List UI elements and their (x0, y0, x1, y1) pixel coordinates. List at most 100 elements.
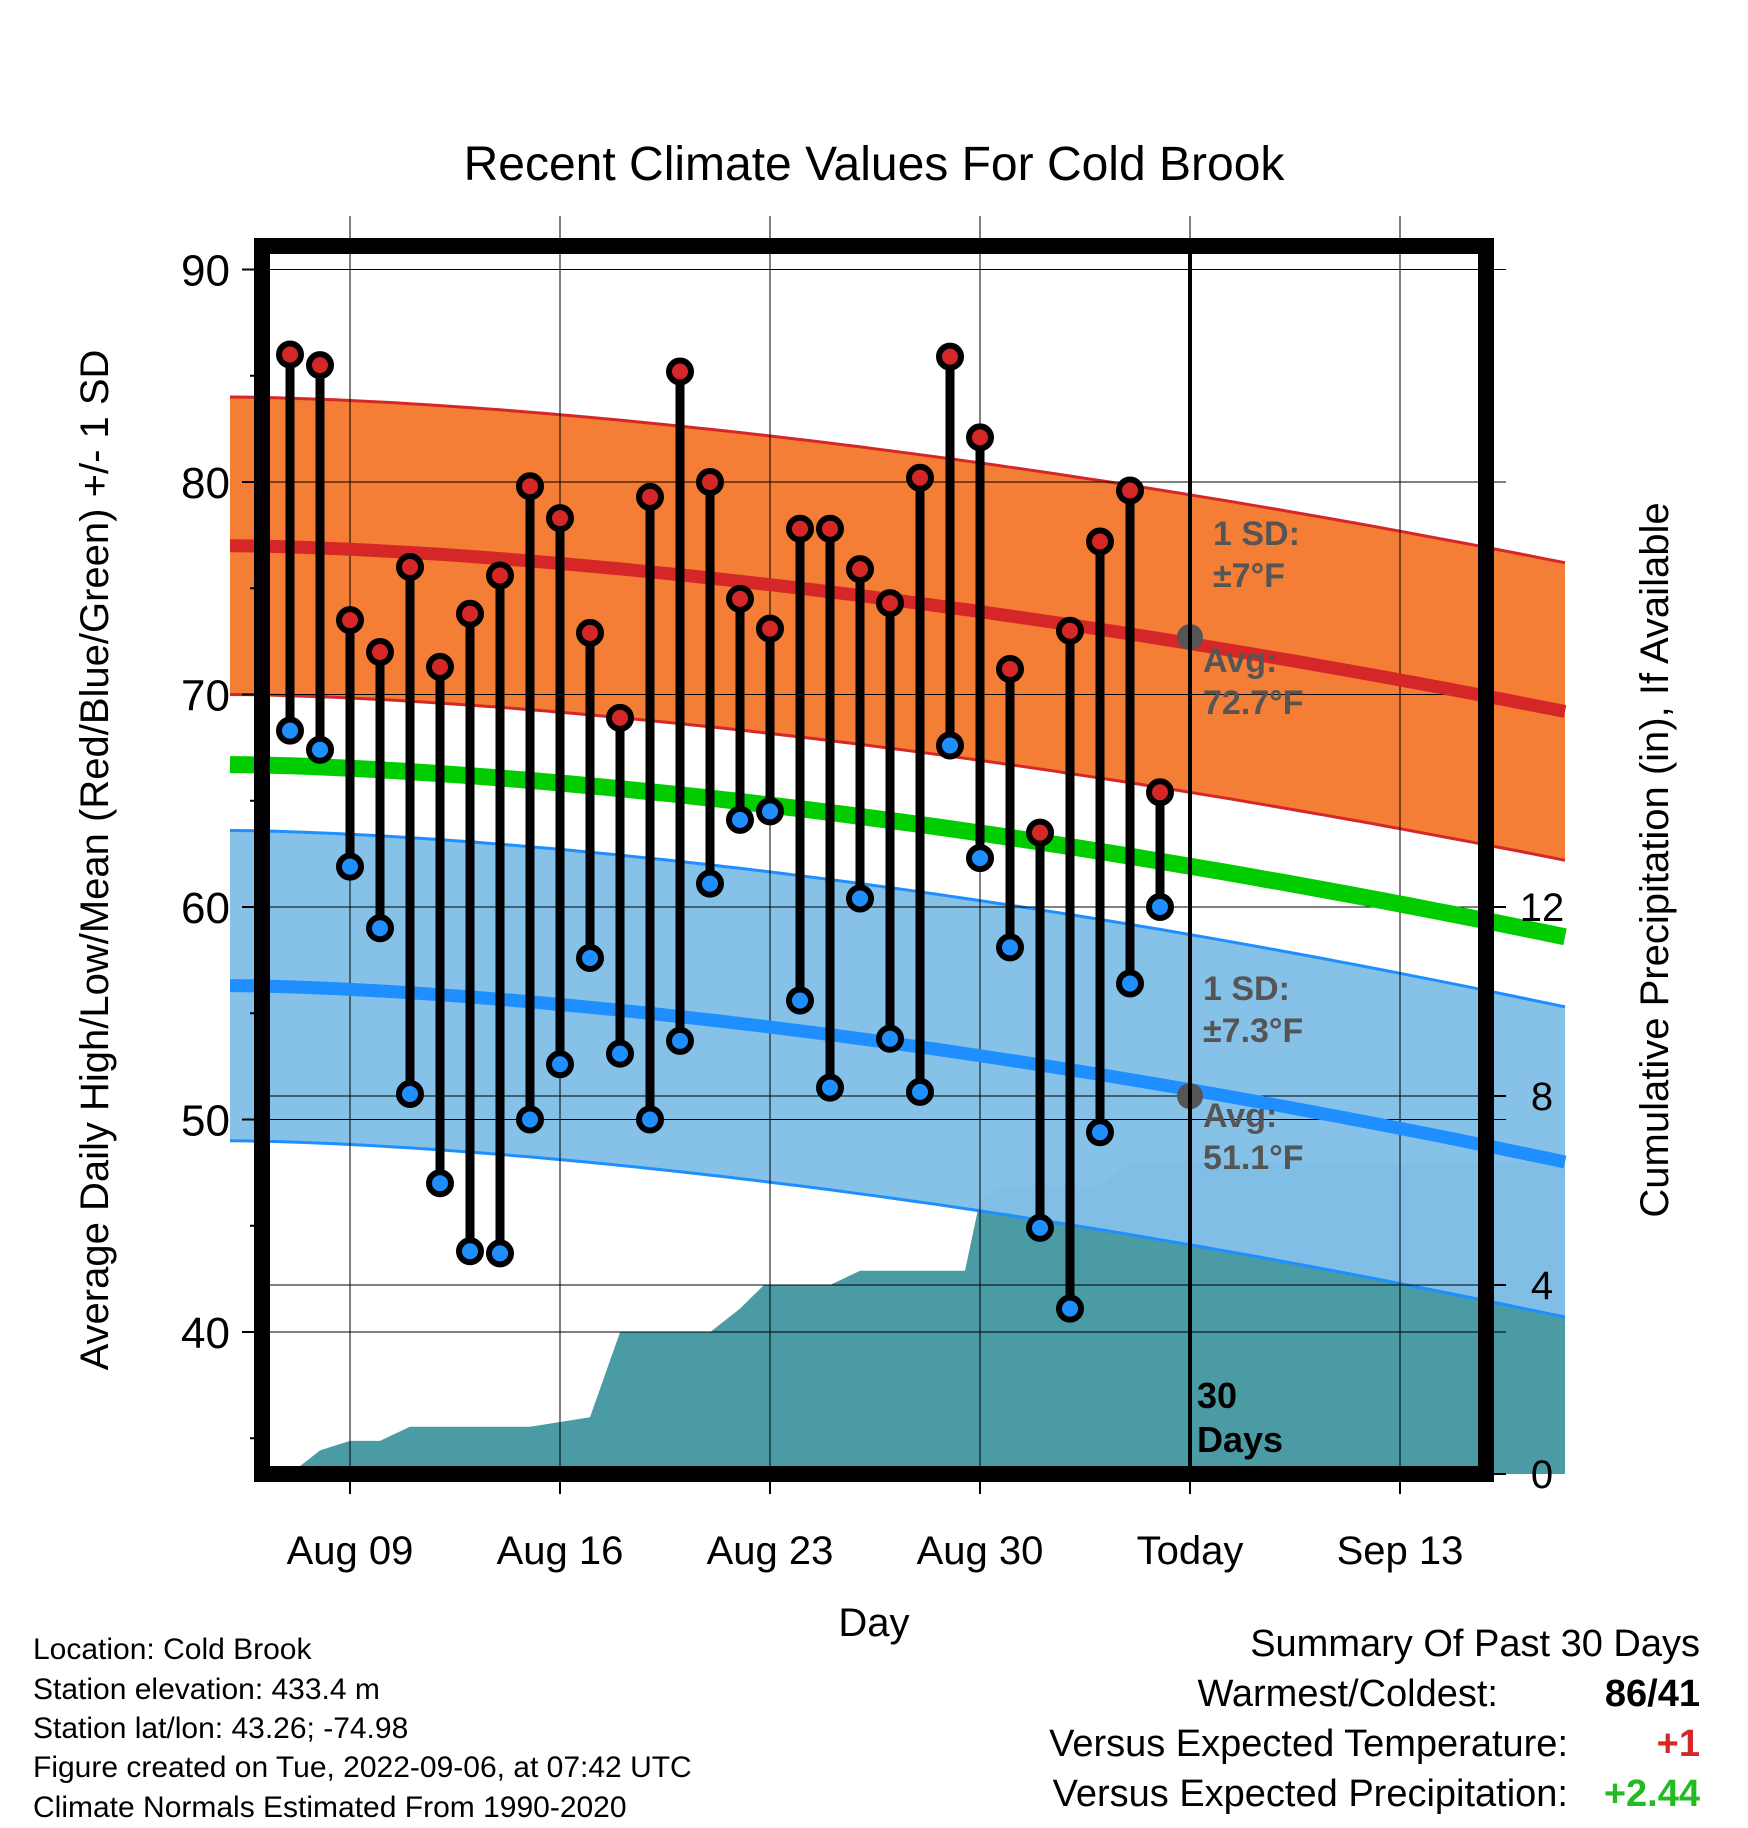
y-tick-label: 90 (181, 247, 230, 296)
summary-vs-temp-label: Versus Expected Temperature: (1049, 1723, 1568, 1765)
daily-high-point (396, 553, 424, 581)
daily-low-point (726, 805, 754, 834)
daily-high-point (786, 514, 814, 543)
period-label-number: 30 (1197, 1375, 1237, 1416)
x-tick-label: Sep 13 (1337, 1529, 1464, 1573)
low-sd-label: 1 SD: (1203, 970, 1290, 1008)
daily-low-point (996, 933, 1024, 962)
daily-high-point (636, 482, 664, 511)
daily-low-point (486, 1239, 514, 1268)
daily-low-point (966, 844, 994, 873)
daily-high-point (336, 606, 364, 635)
x-tick-label: Aug 16 (497, 1529, 624, 1573)
daily-low-point (906, 1077, 934, 1106)
x-axis-label: Day (838, 1601, 909, 1645)
low-sd-value: ±7.3°F (1203, 1012, 1303, 1050)
y-tick-label: 80 (181, 459, 230, 508)
y-tick-label: 40 (181, 1309, 230, 1358)
daily-high-point (516, 472, 544, 501)
low-sd-band-lower-edge (229, 1139, 1566, 1319)
daily-low-point (516, 1105, 544, 1134)
daily-high-point (756, 614, 784, 643)
daily-high-point (546, 504, 574, 533)
daily-low-point (336, 852, 364, 881)
summary-warmest-coldest-label: Warmest/Coldest: (1197, 1673, 1498, 1715)
summary-vs-precip-label: Versus Expected Precipitation: (1052, 1773, 1568, 1815)
daily-high-point (306, 351, 334, 380)
high-avg-value: 72.7°F (1203, 684, 1304, 722)
daily-high-point (576, 618, 604, 647)
summary-warmest-coldest-value: 86/41 (1604, 1673, 1700, 1715)
daily-high-point (936, 342, 964, 371)
y-tick-label: 60 (181, 884, 230, 933)
daily-high-low-layer (276, 340, 1174, 1323)
y-axis-label: Average Daily High/Low/Mean (Red/Blue/Gr… (73, 350, 117, 1371)
low-avg-value: 51.1°F (1203, 1139, 1304, 1177)
footer-latlon: Station lat/lon: 43.26; -74.98 (33, 1712, 409, 1745)
chart-title: Recent Climate Values For Cold Brook (464, 138, 1286, 191)
daily-low-point (936, 731, 964, 760)
daily-low-point (1056, 1294, 1084, 1323)
daily-low-point (666, 1026, 694, 1055)
daily-low-point (1086, 1118, 1114, 1147)
x-tick-label: Aug 30 (917, 1529, 1044, 1573)
y-tick-label: 70 (181, 672, 230, 721)
footer-normals: Climate Normals Estimated From 1990-2020 (33, 1791, 627, 1824)
footer-created: Figure created on Tue, 2022-09-06, at 07… (33, 1751, 692, 1784)
daily-low-point (846, 884, 874, 913)
annotations-layer: 1 SD: ±7°F Avg: 72.7°F 1 SD: ±7.3°F Avg: 51.1°F… (1188, 246, 1304, 1474)
high-sd-band-lower-edge (229, 693, 1566, 862)
x-tick-label: Today (1137, 1529, 1244, 1573)
daily-low-point (426, 1169, 454, 1198)
daily-low-point (876, 1024, 904, 1053)
daily-low-point (456, 1237, 484, 1266)
daily-high-point (486, 561, 514, 590)
daily-low-point (756, 797, 784, 826)
summary-vs-temp-value: +1 (1656, 1723, 1700, 1765)
daily-low-point (1026, 1213, 1054, 1242)
high-sd-band-upper-edge (229, 395, 1566, 565)
daily-low-point (816, 1073, 844, 1102)
high-sd-value: ±7°F (1213, 557, 1285, 595)
daily-high-point (816, 514, 844, 543)
daily-low-point (546, 1050, 574, 1079)
y-tick-label: 50 (181, 1097, 230, 1146)
daily-high-point (426, 652, 454, 681)
daily-low-point (636, 1105, 664, 1134)
y2-axis-label: Cumulative Precipitation (in), If Availa… (1633, 502, 1677, 1217)
daily-low-point (606, 1039, 634, 1068)
daily-high-point (666, 357, 694, 386)
daily-high-point (1056, 616, 1084, 645)
axes-layer: 40 50 60 70 80 90 0 4 8 12 Aug 09 Aug 16 Aug 23 Aug 3… (181, 238, 1565, 1573)
daily-high-point (966, 423, 994, 452)
daily-high-point (1116, 476, 1144, 505)
summary-heading: Summary Of Past 30 Days (1250, 1623, 1700, 1665)
daily-high-point (366, 638, 394, 666)
low-sd-band-upper-edge (229, 829, 1566, 1009)
daily-low-point (306, 735, 334, 764)
x-tick-label: Aug 23 (707, 1529, 834, 1573)
footer-elevation: Station elevation: 433.4 m (33, 1673, 380, 1706)
daily-low-point (396, 1080, 424, 1108)
daily-high-point (876, 589, 904, 618)
high-sd-label: 1 SD: (1213, 515, 1300, 553)
low-avg-label: Avg: (1203, 1097, 1277, 1135)
daily-high-point (696, 468, 724, 496)
normal-mean-line (229, 756, 1567, 946)
daily-high-point (906, 463, 934, 492)
daily-high-point (606, 703, 634, 732)
daily-high-point (726, 584, 754, 613)
y2-tick-label: 12 (1520, 886, 1565, 930)
y2-tick-label: 8 (1531, 1075, 1553, 1119)
high-avg-label: Avg: (1203, 642, 1277, 680)
y2-tick-label: 0 (1531, 1453, 1553, 1497)
daily-low-point (1116, 969, 1144, 998)
daily-high-point (276, 340, 304, 369)
daily-high-point (996, 655, 1024, 683)
daily-high-point (456, 599, 484, 628)
footer-location: Location: Cold Brook (33, 1633, 312, 1666)
daily-low-point (1146, 893, 1174, 921)
daily-low-point (696, 869, 724, 898)
daily-low-point (786, 986, 814, 1015)
